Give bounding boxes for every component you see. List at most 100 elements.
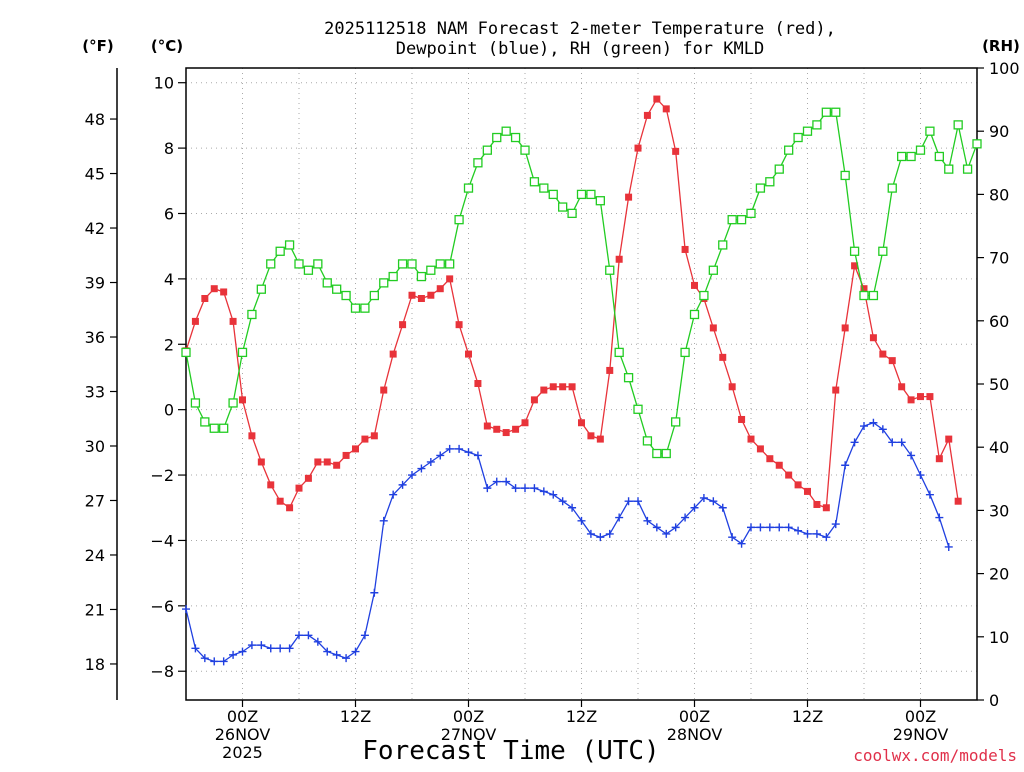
rh-point [680, 347, 690, 358]
dewpoint-point [483, 484, 492, 493]
credit-link[interactable]: coolwx.com/models [853, 746, 1017, 765]
temperature-point [662, 105, 670, 113]
dewpoint-point [455, 444, 464, 453]
dewpoint-point [888, 438, 897, 447]
temperature-point [455, 321, 463, 329]
temperature-point [568, 383, 576, 391]
rh-point [746, 208, 756, 219]
rh-point [200, 417, 210, 427]
dewpoint-point [831, 520, 840, 529]
temperature-point [399, 321, 407, 329]
dewpoint-point [276, 644, 285, 653]
temperature-point [945, 435, 953, 443]
rh-point [303, 265, 314, 275]
temperature-series [182, 95, 962, 512]
rh-point [736, 215, 747, 225]
dewpoint-point [229, 650, 238, 659]
temperature-point [775, 461, 783, 469]
temperature-point [201, 295, 209, 303]
temperature-point [417, 295, 425, 303]
rh-point [708, 265, 718, 275]
temperature-point [323, 458, 331, 466]
dewpoint-point [841, 461, 850, 470]
fahrenheit-tick-label: 30 [85, 437, 105, 456]
x-tick-label: 00Z [453, 707, 484, 726]
rh-point [416, 271, 427, 282]
rh-point [181, 347, 191, 358]
chart-title-line-2: Dewpoint (blue), RH (green) for KMLD [396, 39, 764, 59]
dewpoint-point [671, 523, 680, 532]
rh-point [190, 398, 201, 408]
rh-point [802, 126, 813, 136]
axes [110, 67, 984, 707]
dewpoint-point [191, 644, 200, 653]
temperature-point [709, 324, 717, 332]
temperature-point [869, 334, 877, 342]
x-tick-label: 12Z [566, 707, 597, 726]
dewpoint-point [521, 484, 529, 493]
temperature-point [408, 291, 416, 299]
dewpoint-series [182, 418, 953, 666]
temperature-point [926, 393, 934, 401]
temperature-point [352, 445, 359, 453]
rh-point [605, 265, 615, 275]
temperature-point [427, 291, 435, 299]
temperature-point [540, 386, 548, 394]
dewpoint-point [445, 444, 454, 453]
rh-point [774, 164, 784, 174]
rh-point [492, 132, 502, 143]
temperature-point [465, 350, 472, 358]
celsius-tick-label: −2 [150, 466, 174, 485]
rh-point [313, 259, 323, 269]
dewpoint-point [342, 654, 351, 663]
rh-point [868, 290, 879, 301]
dewpoint-point [285, 644, 294, 653]
dewpoint-point [747, 523, 755, 532]
rh-point [209, 423, 219, 433]
celsius-tick-label: 8 [164, 139, 174, 158]
rh-point [784, 145, 794, 155]
x-tick-label: 2025 [222, 743, 263, 762]
temperature-point [860, 285, 868, 293]
temperature-point [559, 383, 567, 391]
temperature-point [822, 504, 830, 512]
rh-point [586, 189, 596, 200]
rh-point [256, 284, 266, 294]
dewpoint-point [907, 451, 916, 460]
rh-point [821, 107, 831, 117]
rh-tick-label: 0 [989, 691, 999, 710]
dewpoint-point [850, 438, 859, 447]
temperature-point [276, 497, 284, 505]
dewpoint-point [812, 529, 821, 538]
chart-title-line-1: 2025112518 NAM Forecast 2-meter Temperat… [324, 19, 836, 39]
rh-point [539, 183, 549, 193]
x-tick-label: 27NOV [441, 725, 497, 744]
rh-point [558, 202, 568, 212]
rh-tick-label: 90 [989, 122, 1009, 141]
dewpoint-point [370, 588, 379, 597]
temperature-point [653, 95, 661, 103]
celsius-tick-label: 2 [164, 335, 174, 354]
rh-point [934, 151, 944, 162]
rh-point [699, 290, 709, 301]
dewpoint-point [182, 605, 190, 614]
dewpoint-point [200, 654, 209, 663]
temperature-point [719, 353, 727, 361]
dewpoint-point [332, 650, 341, 659]
temperature-point [220, 288, 228, 296]
x-tick-label: 28NOV [667, 725, 723, 744]
dewpoint-point [935, 513, 944, 522]
temperature-point [286, 504, 294, 512]
celsius-tick-label: 4 [164, 270, 174, 289]
rh-point [284, 240, 295, 250]
temperature-point [229, 317, 237, 325]
dewpoint-point [822, 533, 831, 542]
rh-point [275, 246, 285, 256]
temperature-point [521, 419, 529, 427]
rh-point [962, 164, 973, 174]
temperature-point [295, 484, 303, 492]
dewpoint-point [257, 641, 266, 650]
dewpoint-point [699, 493, 708, 502]
rh-point [520, 145, 530, 155]
